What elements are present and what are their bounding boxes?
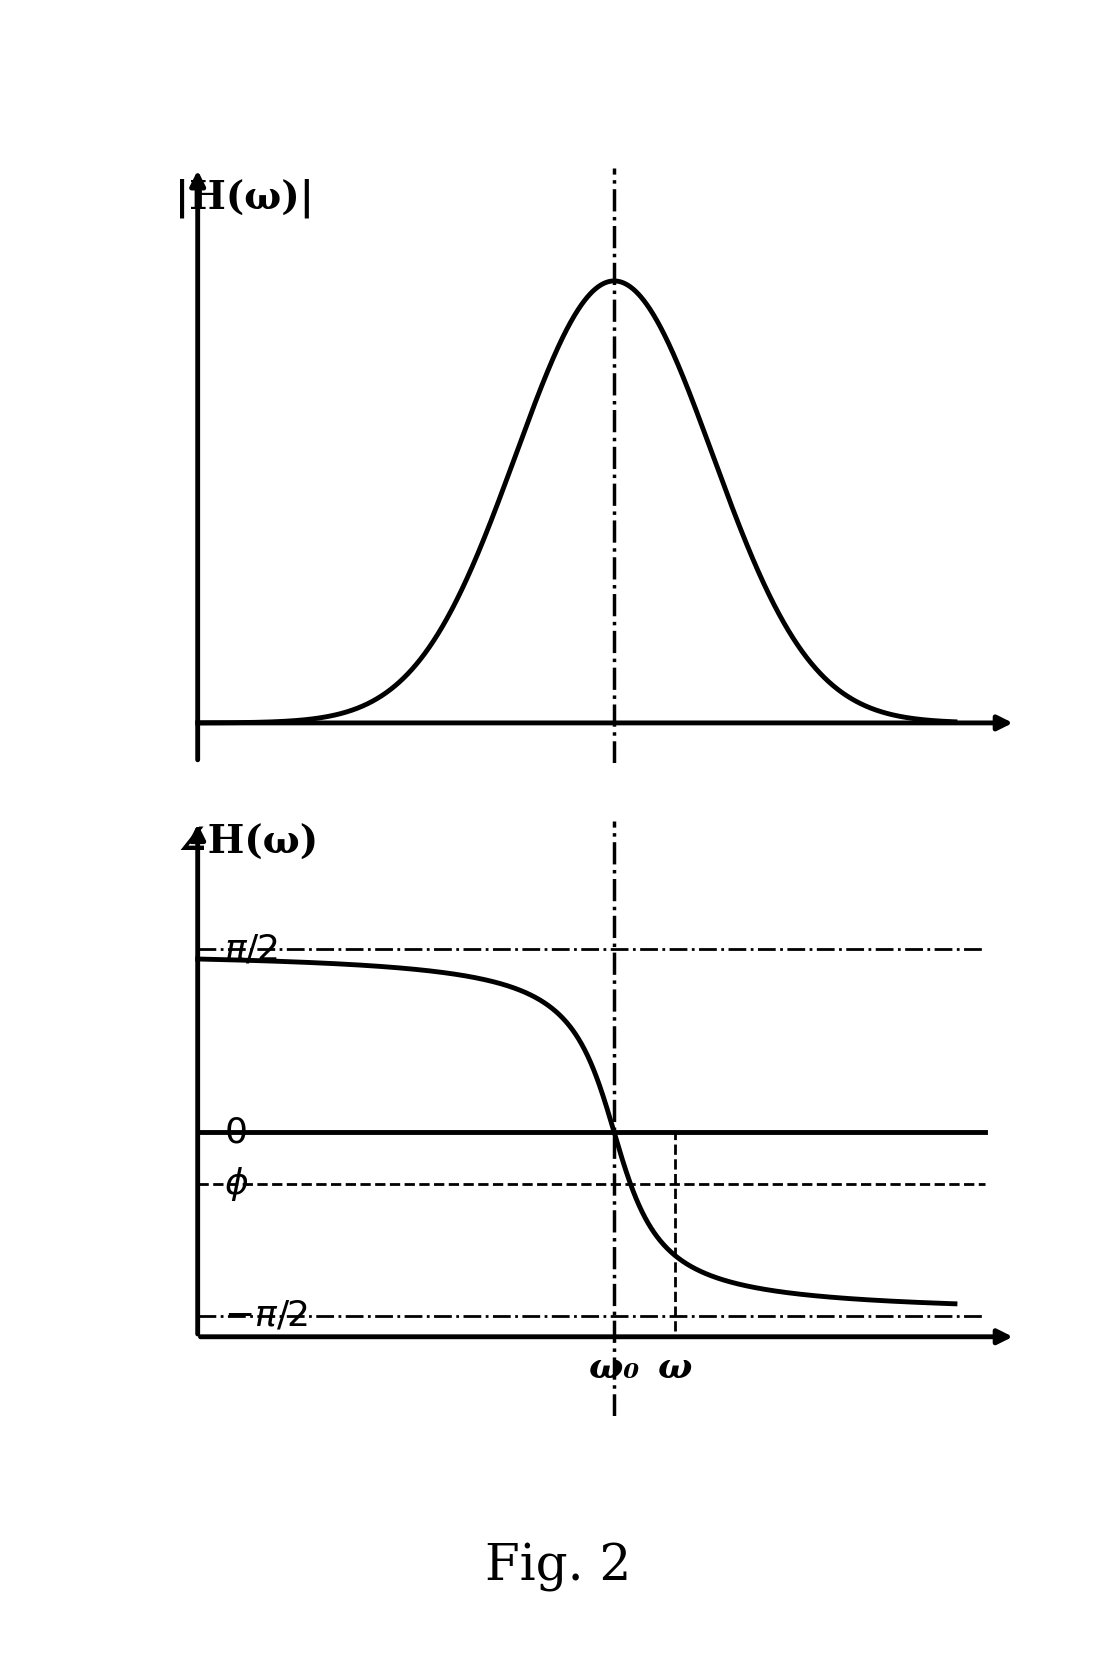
- Text: ω₀: ω₀: [587, 887, 642, 925]
- Text: ∠H(ω): ∠H(ω): [175, 823, 318, 861]
- Text: |H(ω)|: |H(ω)|: [175, 179, 314, 218]
- Text: ω₀: ω₀: [589, 1351, 639, 1384]
- Text: $\pi/2$: $\pi/2$: [224, 932, 278, 967]
- Text: $-\pi/2$: $-\pi/2$: [224, 1299, 308, 1332]
- Text: Fig. 2: Fig. 2: [484, 1542, 632, 1592]
- Text: ω: ω: [657, 1351, 692, 1384]
- Text: $0$: $0$: [224, 1116, 247, 1150]
- Text: $\phi$: $\phi$: [224, 1165, 249, 1203]
